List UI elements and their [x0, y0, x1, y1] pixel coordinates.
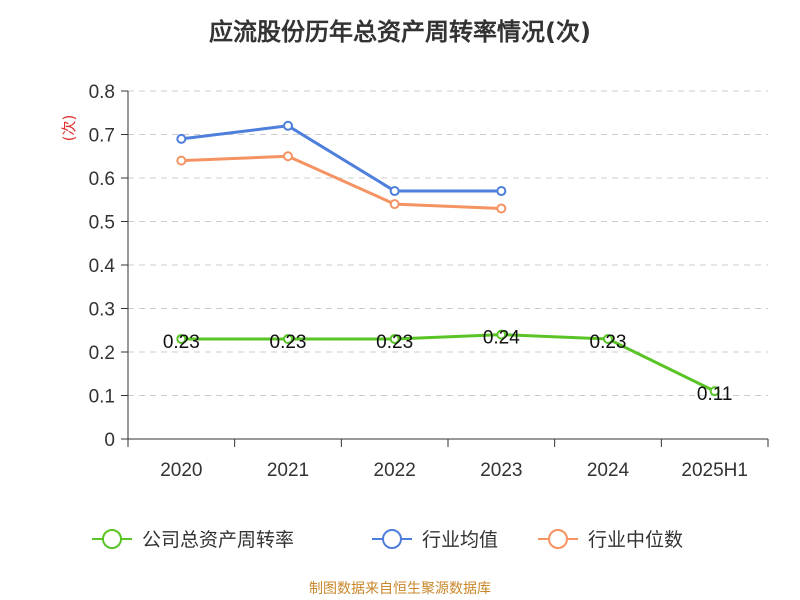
data-source-credit: 制图数据来自恒生聚源数据库 — [309, 581, 491, 597]
legend-item-2[interactable]: 行业中位数 — [538, 529, 683, 551]
data-label: 0.23 — [270, 332, 307, 353]
y-axis-label: (次) — [60, 115, 78, 142]
legend-label: 公司总资产周转率 — [142, 529, 294, 551]
x-tick-label: 2025H1 — [681, 460, 748, 481]
data-label: 0.24 — [483, 328, 520, 349]
data-point — [389, 199, 400, 210]
y-tick-label: 0.2 — [89, 343, 115, 364]
data-point — [496, 186, 507, 197]
data-label: 0.11 — [697, 384, 733, 405]
y-tick-label: 0.1 — [89, 387, 115, 408]
x-tick-label: 2023 — [480, 460, 522, 481]
data-point — [176, 133, 187, 144]
data-point — [709, 386, 720, 397]
x-tick-label: 2022 — [374, 460, 416, 481]
legend-item-1[interactable]: 行业均值 — [372, 529, 498, 551]
data-point — [176, 333, 187, 344]
data-label: 0.23 — [163, 332, 200, 353]
axes: 0 0.1 0.2 0.3 0.4 0.5 0.6 0.7 0.8 2020 2021 2022 202… — [60, 82, 769, 481]
data-point — [389, 333, 400, 344]
x-tick-label: 2021 — [267, 460, 309, 481]
data-point — [283, 151, 293, 162]
legend-marker — [102, 529, 122, 549]
series-line-1 — [181, 124, 502, 193]
data-point — [283, 120, 293, 131]
y-tick-label: 0.3 — [89, 300, 115, 321]
legend-label: 行业中位数 — [588, 529, 683, 551]
y-tick-label: 0.8 — [89, 82, 115, 103]
series-lines — [176, 120, 720, 397]
legend-item-0[interactable]: 公司总资产周转率 — [92, 529, 294, 551]
y-tick-label: 0.4 — [89, 256, 116, 277]
data-point — [603, 333, 613, 344]
chart-title: 应流股份历年总资产周转率情况(次) — [209, 18, 591, 46]
data-labels: 0.23 0.23 0.23 0.24 0.23 0.11 — [163, 328, 733, 406]
y-tick-label: 0.7 — [89, 126, 115, 147]
data-point — [283, 333, 293, 344]
legend-marker — [382, 529, 402, 549]
legend[interactable]: 公司总资产周转率 行业均值 行业中位数 — [92, 529, 683, 551]
data-label: 0.23 — [590, 332, 627, 353]
data-point — [176, 155, 187, 166]
x-tick-label: 2024 — [587, 460, 630, 481]
legend-marker — [548, 529, 568, 549]
y-tick-label: 0 — [104, 430, 115, 451]
y-tick-label: 0.6 — [89, 169, 115, 190]
data-label: 0.23 — [376, 332, 413, 353]
gridlines — [128, 90, 768, 396]
data-point — [389, 186, 400, 197]
x-tick-label: 2020 — [160, 460, 202, 481]
series-line-0 — [181, 333, 716, 393]
data-point — [496, 203, 507, 214]
data-point — [496, 329, 507, 340]
legend-label: 行业均值 — [422, 529, 498, 551]
series-line-2 — [181, 154, 502, 210]
y-tick-label: 0.5 — [89, 213, 115, 234]
